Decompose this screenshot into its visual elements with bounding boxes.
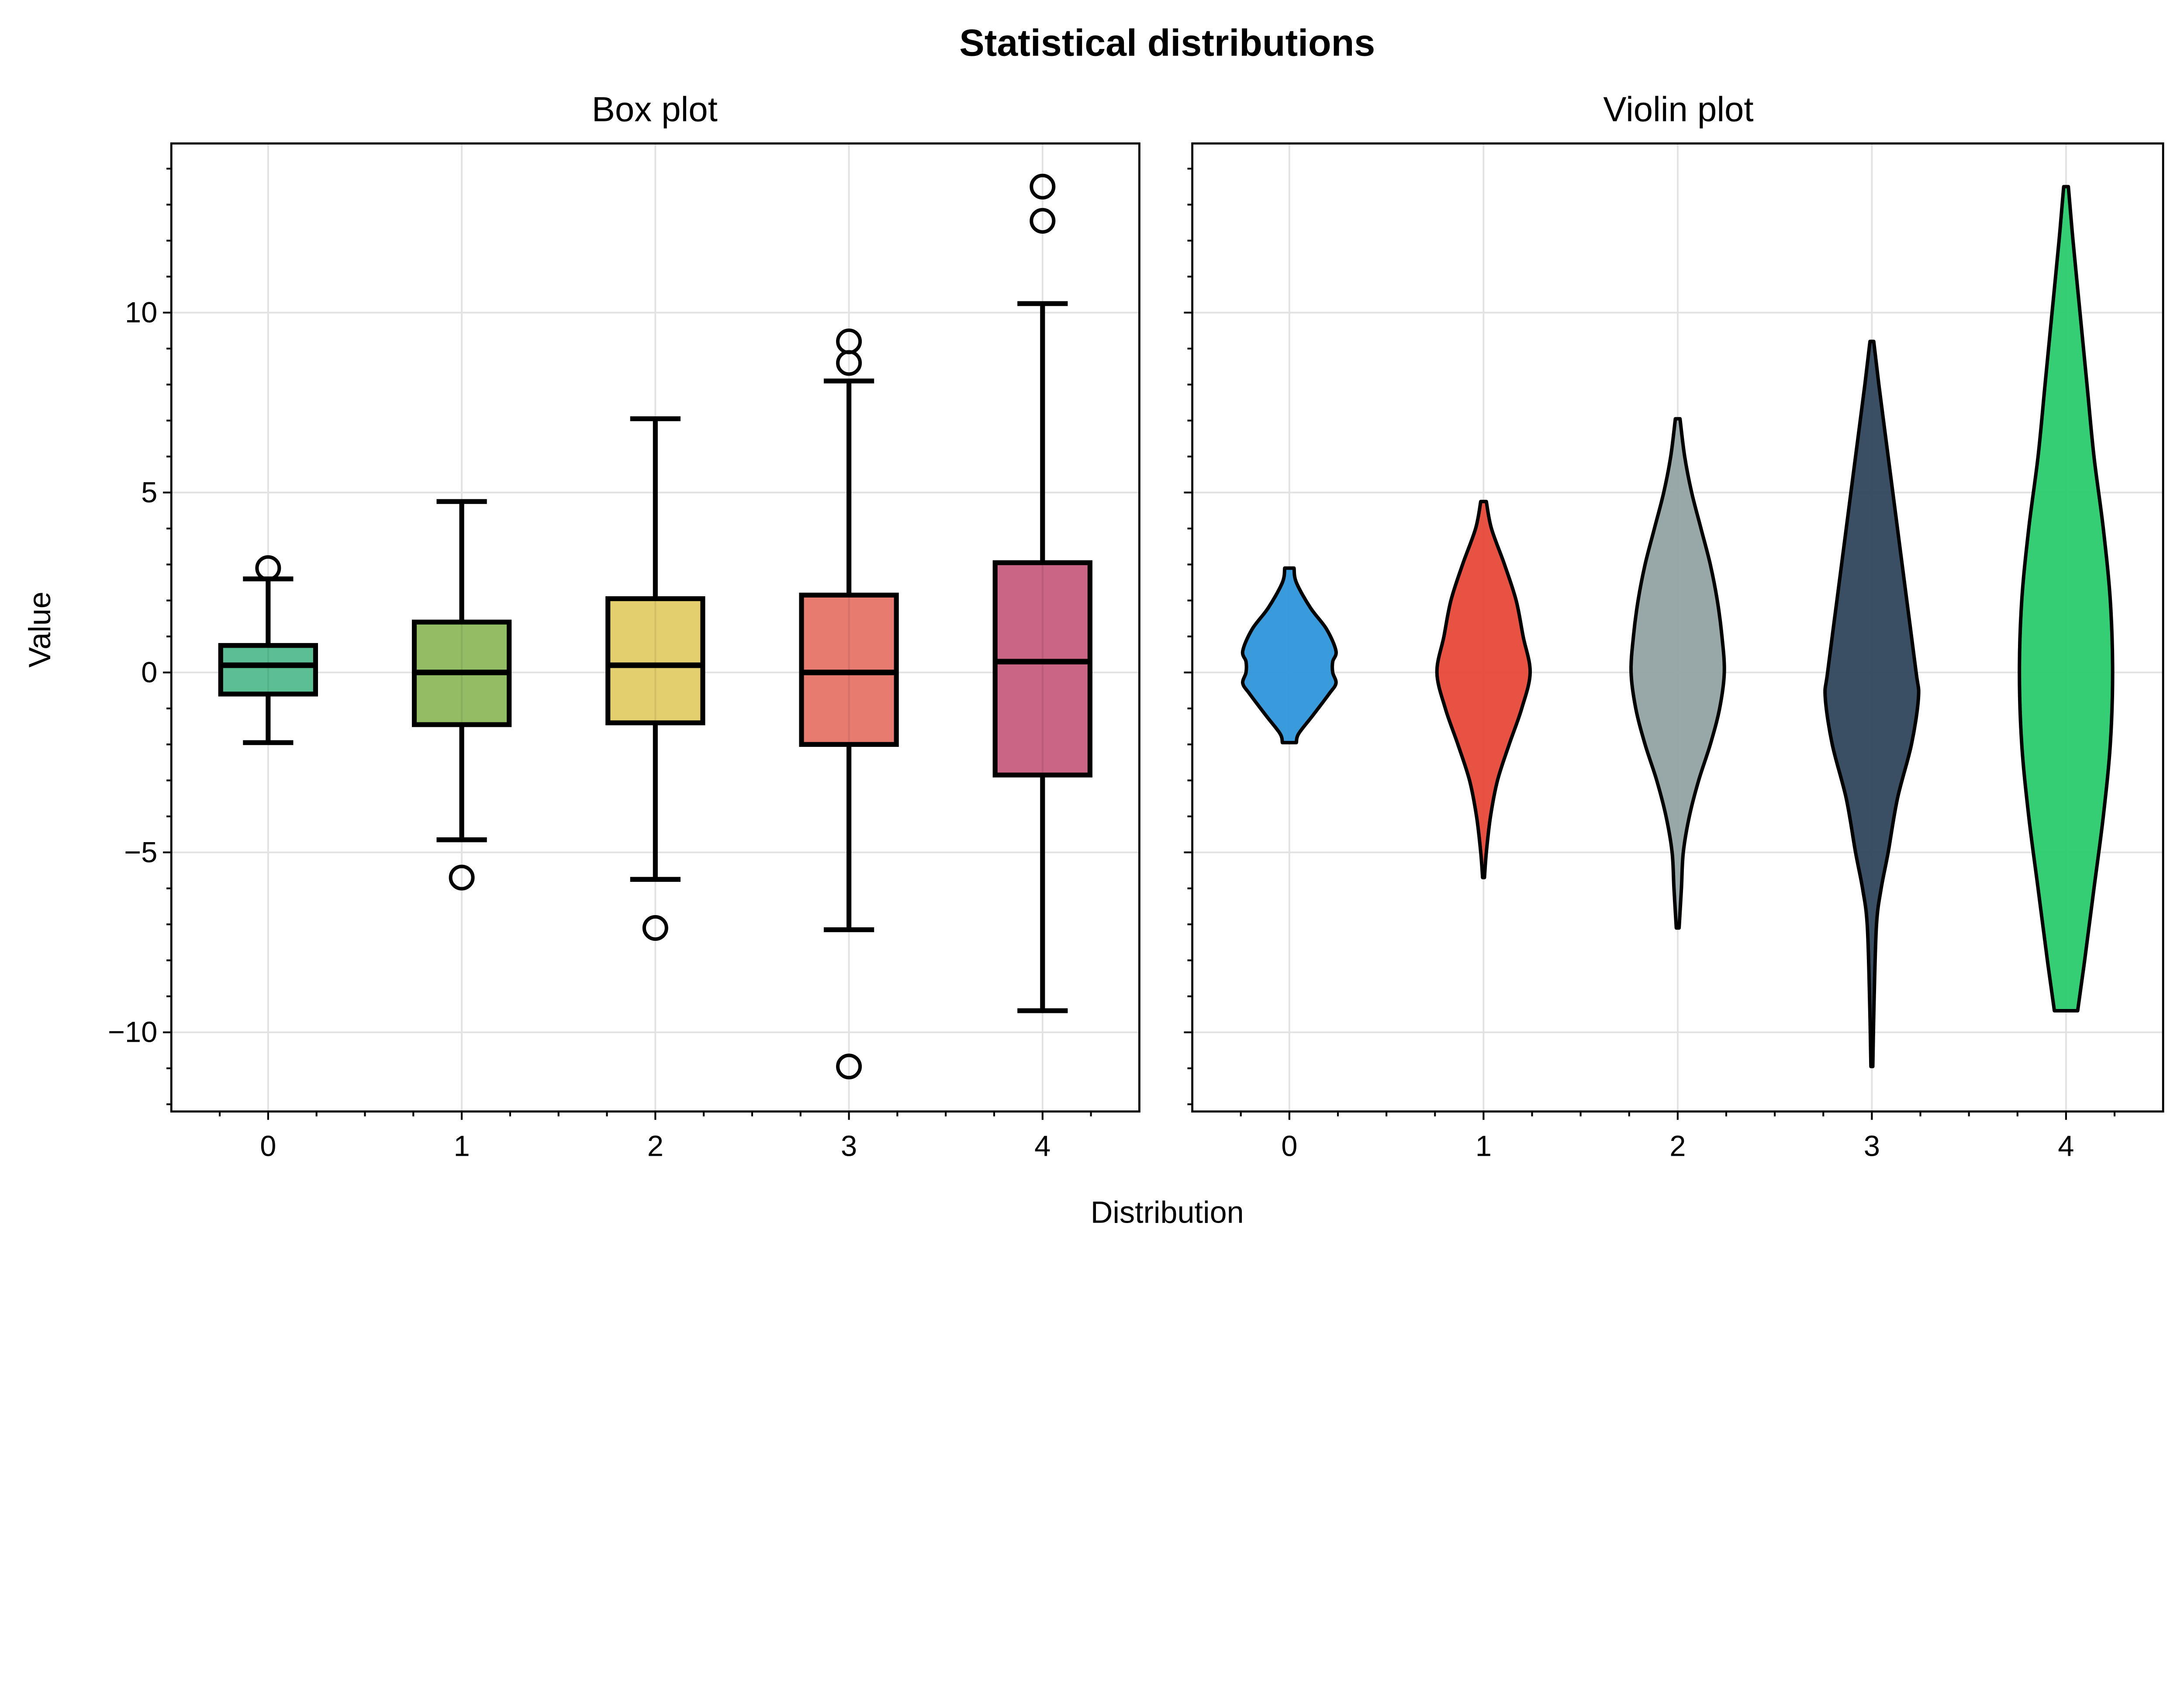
x-tick-label: 0 (1281, 1130, 1297, 1163)
outlier-point (1030, 173, 1056, 200)
box-iqr (992, 560, 1092, 777)
outlier-point (836, 1054, 862, 1080)
violin-3 (1823, 339, 1921, 1068)
outlier-point (255, 555, 281, 581)
box-iqr (605, 596, 705, 726)
box-3 (799, 328, 899, 1080)
box-0 (218, 555, 318, 745)
x-tick-label: 0 (260, 1130, 276, 1163)
violin-2 (1629, 417, 1726, 930)
box-iqr (218, 643, 318, 697)
violin-4 (2018, 185, 2115, 1012)
violin-plot-title: Violin plot (1603, 90, 1753, 128)
outlier-point (1030, 208, 1056, 234)
y-tick-label: −5 (124, 836, 157, 869)
y-tick-label: 5 (141, 476, 157, 509)
x-tick-label: 4 (2058, 1130, 2074, 1163)
x-tick-label: 1 (453, 1130, 470, 1163)
y-axis-label: Value (22, 591, 57, 667)
x-axis-label: Distribution (1091, 1195, 1244, 1230)
x-tick-label: 3 (841, 1130, 857, 1163)
box-plot-panel: −10 −5 0 5 10 0 1 2 3 4 (108, 142, 1140, 1163)
figure-title: Statistical distributions (959, 22, 1375, 64)
y-tick-label: 10 (125, 296, 157, 329)
x-tick-label: 4 (1034, 1130, 1051, 1163)
y-tick-label: 0 (141, 656, 157, 689)
outlier-point (642, 915, 668, 941)
box-2 (605, 416, 705, 941)
violin-plot-panel: 0 1 2 3 4 (1184, 142, 2164, 1163)
x-tick-label: 2 (647, 1130, 663, 1163)
x-tick-label: 3 (1864, 1130, 1880, 1163)
y-tick-label: −10 (108, 1016, 158, 1049)
x-tick-label: 2 (1669, 1130, 1686, 1163)
violin-0 (1241, 566, 1338, 745)
box-plot-title: Box plot (592, 90, 718, 128)
box-4 (992, 173, 1092, 1013)
box-1 (411, 499, 512, 891)
violin-1 (1435, 500, 1532, 880)
outlier-point (449, 864, 475, 891)
x-tick-label: 1 (1476, 1130, 1492, 1163)
figure: Statistical distributions Box plot Violi… (22, 22, 2164, 1230)
outlier-point (836, 328, 862, 355)
